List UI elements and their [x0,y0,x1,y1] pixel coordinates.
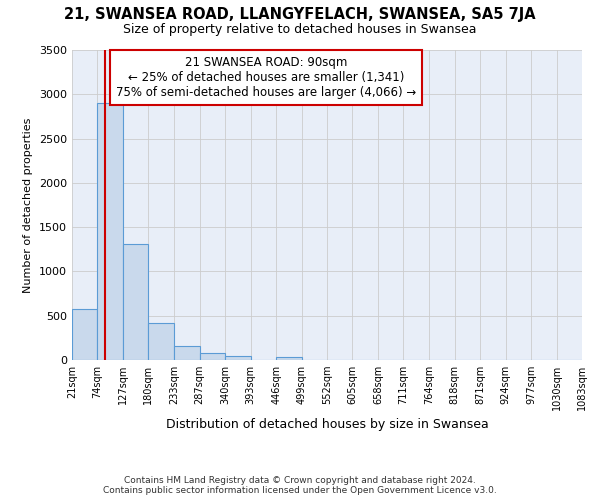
Bar [148,323,174,360]
Y-axis label: Number of detached properties: Number of detached properties [23,118,34,292]
Bar [97,103,123,360]
Text: 21 SWANSEA ROAD: 90sqm
← 25% of detached houses are smaller (1,341)
75% of semi-: 21 SWANSEA ROAD: 90sqm ← 25% of detached… [116,56,416,99]
Bar [276,357,302,360]
Text: Contains HM Land Registry data © Crown copyright and database right 2024.
Contai: Contains HM Land Registry data © Crown c… [103,476,497,495]
X-axis label: Distribution of detached houses by size in Swansea: Distribution of detached houses by size … [166,418,488,432]
Bar [123,244,148,360]
Bar [72,309,97,360]
Text: Size of property relative to detached houses in Swansea: Size of property relative to detached ho… [123,22,477,36]
Text: 21, SWANSEA ROAD, LLANGYFELACH, SWANSEA, SA5 7JA: 21, SWANSEA ROAD, LLANGYFELACH, SWANSEA,… [64,8,536,22]
Bar [174,346,200,360]
Bar [200,354,225,360]
Bar [225,356,251,360]
